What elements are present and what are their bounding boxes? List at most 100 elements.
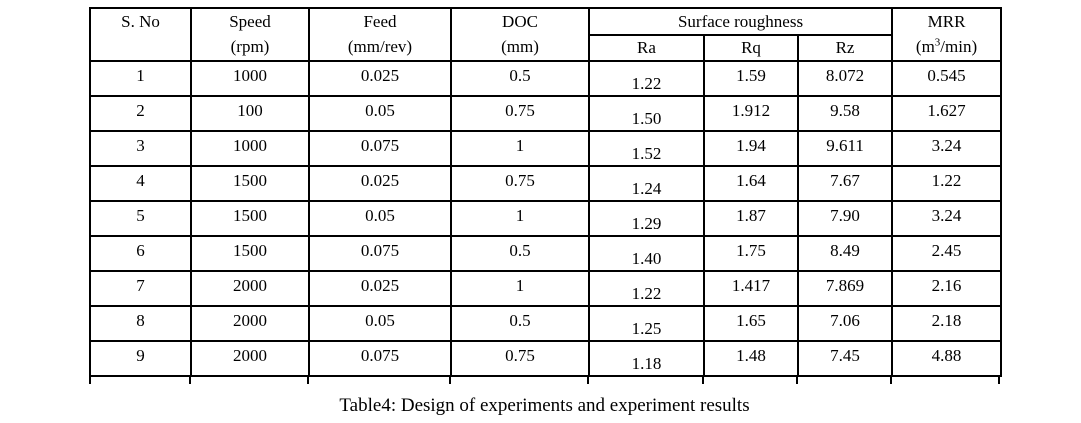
table-cell: 1.18 (588, 340, 705, 377)
col-header-speed-label: Speed (229, 12, 271, 31)
table-cell: 7.67 (796, 165, 894, 202)
table-cell: 9.58 (796, 95, 894, 132)
table-cell: 0.05 (308, 305, 452, 342)
table-cell: 1.22 (891, 165, 1003, 202)
header-row-1: S. No Speed (rpm) Feed (mm/rev) DOC (mm) (89, 7, 1003, 62)
table-cell: 6 (89, 235, 192, 272)
table-cell: 2000 (190, 340, 310, 377)
table-cell: 8.49 (796, 235, 894, 272)
table-cell: 9.611 (796, 130, 894, 167)
table-row: 2 100 0.05 0.75 1.50 1.912 9.58 1.627 (89, 95, 1003, 132)
table-cell: 1.25 (588, 305, 705, 342)
col-header-mrr: MRR (m3/min) (891, 7, 1003, 62)
table-cell: 1000 (190, 130, 310, 167)
table-cell: 1000 (190, 60, 310, 97)
table-row: 5 1500 0.05 1 1.29 1.87 7.90 3.24 (89, 200, 1003, 237)
col-header-surface-roughness: Surface roughness (587, 7, 894, 36)
table-cell: 1 (89, 60, 192, 97)
table-cell: 0.025 (308, 165, 452, 202)
table-cell: 4.88 (891, 340, 1003, 377)
table-cell: 0.025 (308, 60, 452, 97)
col-header-ra: Ra (588, 34, 705, 62)
table-cell: 1 (450, 130, 590, 167)
table-cell: 1.40 (588, 235, 705, 272)
table-cell: 7.06 (796, 305, 894, 342)
table-cell: 0.5 (450, 305, 590, 342)
table-cell: 0.075 (308, 340, 452, 377)
table-cell: 1.50 (588, 95, 705, 132)
table-cell: 1.65 (703, 305, 799, 342)
table-cell: 1.48 (703, 340, 799, 377)
col-header-feed-label: Feed (363, 12, 397, 31)
table-cell: 7.90 (796, 200, 894, 237)
table-row: 6 1500 0.075 0.5 1.40 1.75 8.49 2.45 (89, 235, 1003, 272)
table-cell: 1.59 (703, 60, 799, 97)
table-cell: 7.45 (796, 340, 894, 377)
col-header-surface-roughness-label: Surface roughness (677, 12, 804, 31)
table-cell: 0.025 (308, 270, 452, 307)
table-row: 4 1500 0.025 0.75 1.24 1.64 7.67 1.22 (89, 165, 1003, 202)
col-header-feed-unit: (mm/rev) (347, 37, 413, 56)
table-cell: 1.52 (588, 130, 705, 167)
col-header-mrr-label: MRR (927, 12, 966, 31)
table-cell: 1.22 (588, 270, 705, 307)
table-cell: 5 (89, 200, 192, 237)
col-header-feed: Feed (mm/rev) (308, 7, 452, 62)
table-cell: 7.869 (796, 270, 894, 307)
table-row: 9 2000 0.075 0.75 1.18 1.48 7.45 4.88 (89, 340, 1003, 377)
col-header-doc: DOC (mm) (450, 7, 590, 62)
table-cell: 2.18 (891, 305, 1003, 342)
table-cell: 1.94 (703, 130, 799, 167)
col-header-sno-label: S. No (121, 12, 160, 31)
col-header-mrr-unit: (m3/min) (915, 36, 978, 56)
col-header-speed: Speed (rpm) (190, 7, 310, 62)
table-cell: 1.417 (703, 270, 799, 307)
col-header-rq: Rq (703, 34, 799, 62)
table-cell: 0.5 (450, 60, 590, 97)
table-cut-off-stubs (89, 377, 1000, 385)
table-row: 1 1000 0.025 0.5 1.22 1.59 8.072 0.545 (89, 60, 1003, 97)
table-cell: 8 (89, 305, 192, 342)
table-cell: 1500 (190, 165, 310, 202)
table-cell: 1.22 (588, 60, 705, 97)
table-cell: 1.64 (703, 165, 799, 202)
table-cell: 1.24 (588, 165, 705, 202)
table-cell: 1500 (190, 235, 310, 272)
table-row: 8 2000 0.05 0.5 1.25 1.65 7.06 2.18 (89, 305, 1003, 342)
table-cell: 3 (89, 130, 192, 167)
table-cell: 0.75 (450, 95, 590, 132)
table-cell: 3.24 (891, 130, 1003, 167)
experiment-table-region: S. No Speed (rpm) Feed (mm/rev) DOC (mm) (89, 7, 1003, 417)
table-cell: 2 (89, 95, 192, 132)
table-row: 7 2000 0.025 1 1.22 1.417 7.869 2.16 (89, 270, 1003, 307)
table-cell: 0.545 (891, 60, 1003, 97)
table-cell: 0.05 (308, 95, 452, 132)
table-cell: 0.75 (450, 165, 590, 202)
table-cell: 4 (89, 165, 192, 202)
table-cell: 7 (89, 270, 192, 307)
col-header-doc-label: DOC (502, 12, 538, 31)
table-cell: 3.24 (891, 200, 1003, 237)
table-cell: 1500 (190, 200, 310, 237)
table-row: 3 1000 0.075 1 1.52 1.94 9.611 3.24 (89, 130, 1003, 167)
table-cell: 2000 (190, 305, 310, 342)
table-cell: 0.5 (450, 235, 590, 272)
table-cell: 0.075 (308, 130, 452, 167)
table-cell: 9 (89, 340, 192, 377)
table-cell: 0.75 (450, 340, 590, 377)
table-cell: 1 (450, 270, 590, 307)
table-cell: 2.45 (891, 235, 1003, 272)
col-header-rz: Rz (796, 34, 894, 62)
table-cell: 1.627 (891, 95, 1003, 132)
table-cell: 1.87 (703, 200, 799, 237)
doe-results-table: S. No Speed (rpm) Feed (mm/rev) DOC (mm) (89, 7, 1003, 377)
header-row-2: Ra Rq Rz (90, 34, 1001, 62)
table-cell: 2.16 (891, 270, 1003, 307)
table-cell: 8.072 (796, 60, 894, 97)
table-cell: 1.912 (703, 95, 799, 132)
col-header-sno: S. No (89, 7, 192, 62)
table-cell: 0.05 (308, 200, 452, 237)
col-header-speed-unit: (rpm) (230, 37, 270, 56)
table-caption: Table4: Design of experiments and experi… (339, 395, 750, 416)
